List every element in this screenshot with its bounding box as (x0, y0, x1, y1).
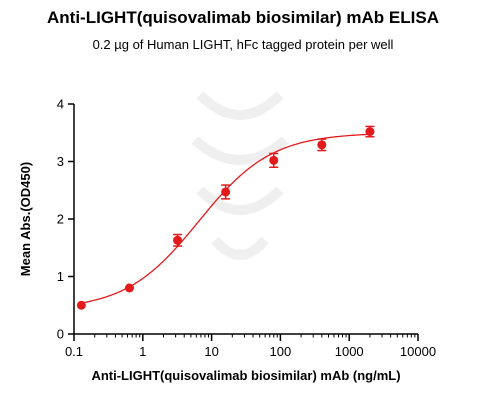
x-axis-title: Anti-LIGHT(quisovalimab biosimilar) mAb … (91, 368, 400, 383)
chart-subtitle: 0.2 µg of Human LIGHT, hFc tagged protei… (92, 37, 394, 52)
data-points-layer (76, 125, 375, 310)
y-tick-label: 1 (57, 269, 64, 284)
chart-title: Anti-LIGHT(quisovalimab biosimilar) mAb … (47, 8, 439, 27)
data-point (124, 283, 134, 293)
y-axis-title: Mean Abs.(OD450) (18, 162, 33, 276)
x-axis-ticks: 0.1 1 10 100 1000 10000 (65, 334, 436, 359)
x-tick-label: 100 (270, 344, 292, 359)
data-point (317, 140, 327, 150)
data-point (269, 155, 279, 165)
x-tick-label: 0.1 (65, 344, 83, 359)
data-point (365, 127, 375, 137)
x-tick-label: 1000 (335, 344, 364, 359)
y-axis-ticks: 0 1 2 3 4 (57, 97, 74, 342)
data-point (76, 300, 86, 310)
data-point (173, 235, 183, 245)
axes (73, 104, 418, 335)
watermark-logo (191, 91, 289, 260)
y-tick-label: 2 (57, 212, 64, 227)
x-tick-label: 1 (139, 344, 146, 359)
data-point (221, 187, 231, 197)
x-tick-label: 10 (204, 344, 218, 359)
y-tick-label: 0 (57, 327, 64, 342)
y-tick-label: 4 (57, 97, 64, 112)
x-tick-label: 10000 (400, 344, 436, 359)
y-tick-label: 3 (57, 154, 64, 169)
